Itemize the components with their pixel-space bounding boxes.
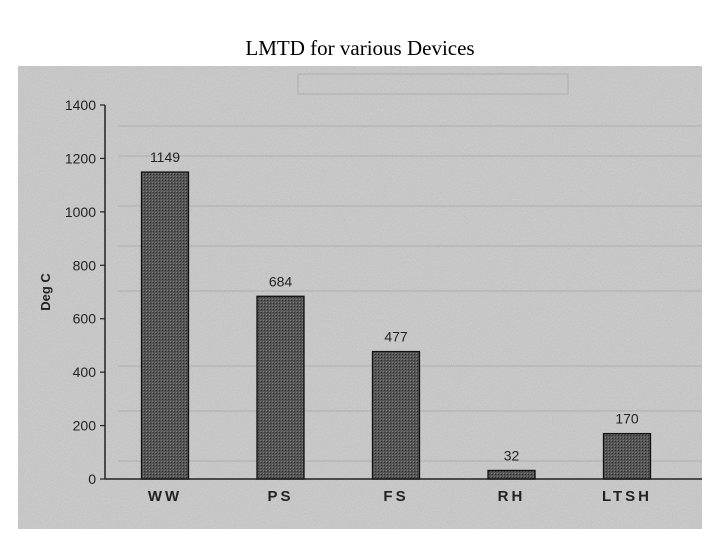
bar-ltsh xyxy=(602,432,652,480)
scan-texture xyxy=(18,66,702,529)
x-tick-label-ww: WW xyxy=(148,488,182,505)
y-tick-label: 800 xyxy=(73,257,97,273)
data-label-fs: 477 xyxy=(384,329,408,345)
y-tick-label: 1000 xyxy=(65,204,96,220)
y-tick-labels: 0 200 400 600 800 1000 1200 1400 xyxy=(65,97,105,487)
page-title: LMTD for various Devices xyxy=(245,36,475,60)
data-label-ps: 684 xyxy=(269,273,293,289)
y-tick-label: 400 xyxy=(73,364,97,380)
x-tick-label-ltsh: LTSH xyxy=(602,488,652,505)
y-tick-label: 200 xyxy=(73,418,97,434)
bar-series: 1149 684 477 32 170 xyxy=(140,149,652,480)
x-tick-label-rh: RH xyxy=(498,488,526,505)
bar-fs xyxy=(371,350,421,480)
y-tick-label: 1200 xyxy=(65,150,96,166)
y-tick-label: 1400 xyxy=(65,97,96,113)
bar-rh xyxy=(487,469,536,480)
bar-ww xyxy=(140,171,190,480)
data-label-ltsh: 170 xyxy=(615,411,639,427)
x-tick-labels: WW PS FS RH LTSH xyxy=(148,488,652,505)
scanned-chart-image: 1149 684 477 32 170 0 200 400 600 800 1000 1200 140… xyxy=(18,66,702,529)
x-tick-label-fs: FS xyxy=(383,488,408,505)
y-tick-label: 600 xyxy=(73,311,97,327)
bar-ps xyxy=(256,295,305,480)
y-tick-label: 0 xyxy=(88,471,96,487)
bar-chart: 1149 684 477 32 170 0 200 400 600 800 1000 1200 140… xyxy=(18,66,702,529)
x-tick-label-ps: PS xyxy=(267,488,293,505)
data-label-rh: 32 xyxy=(504,447,520,463)
y-axis-label: Deg C xyxy=(38,273,53,311)
data-label-ww: 1149 xyxy=(150,149,180,165)
